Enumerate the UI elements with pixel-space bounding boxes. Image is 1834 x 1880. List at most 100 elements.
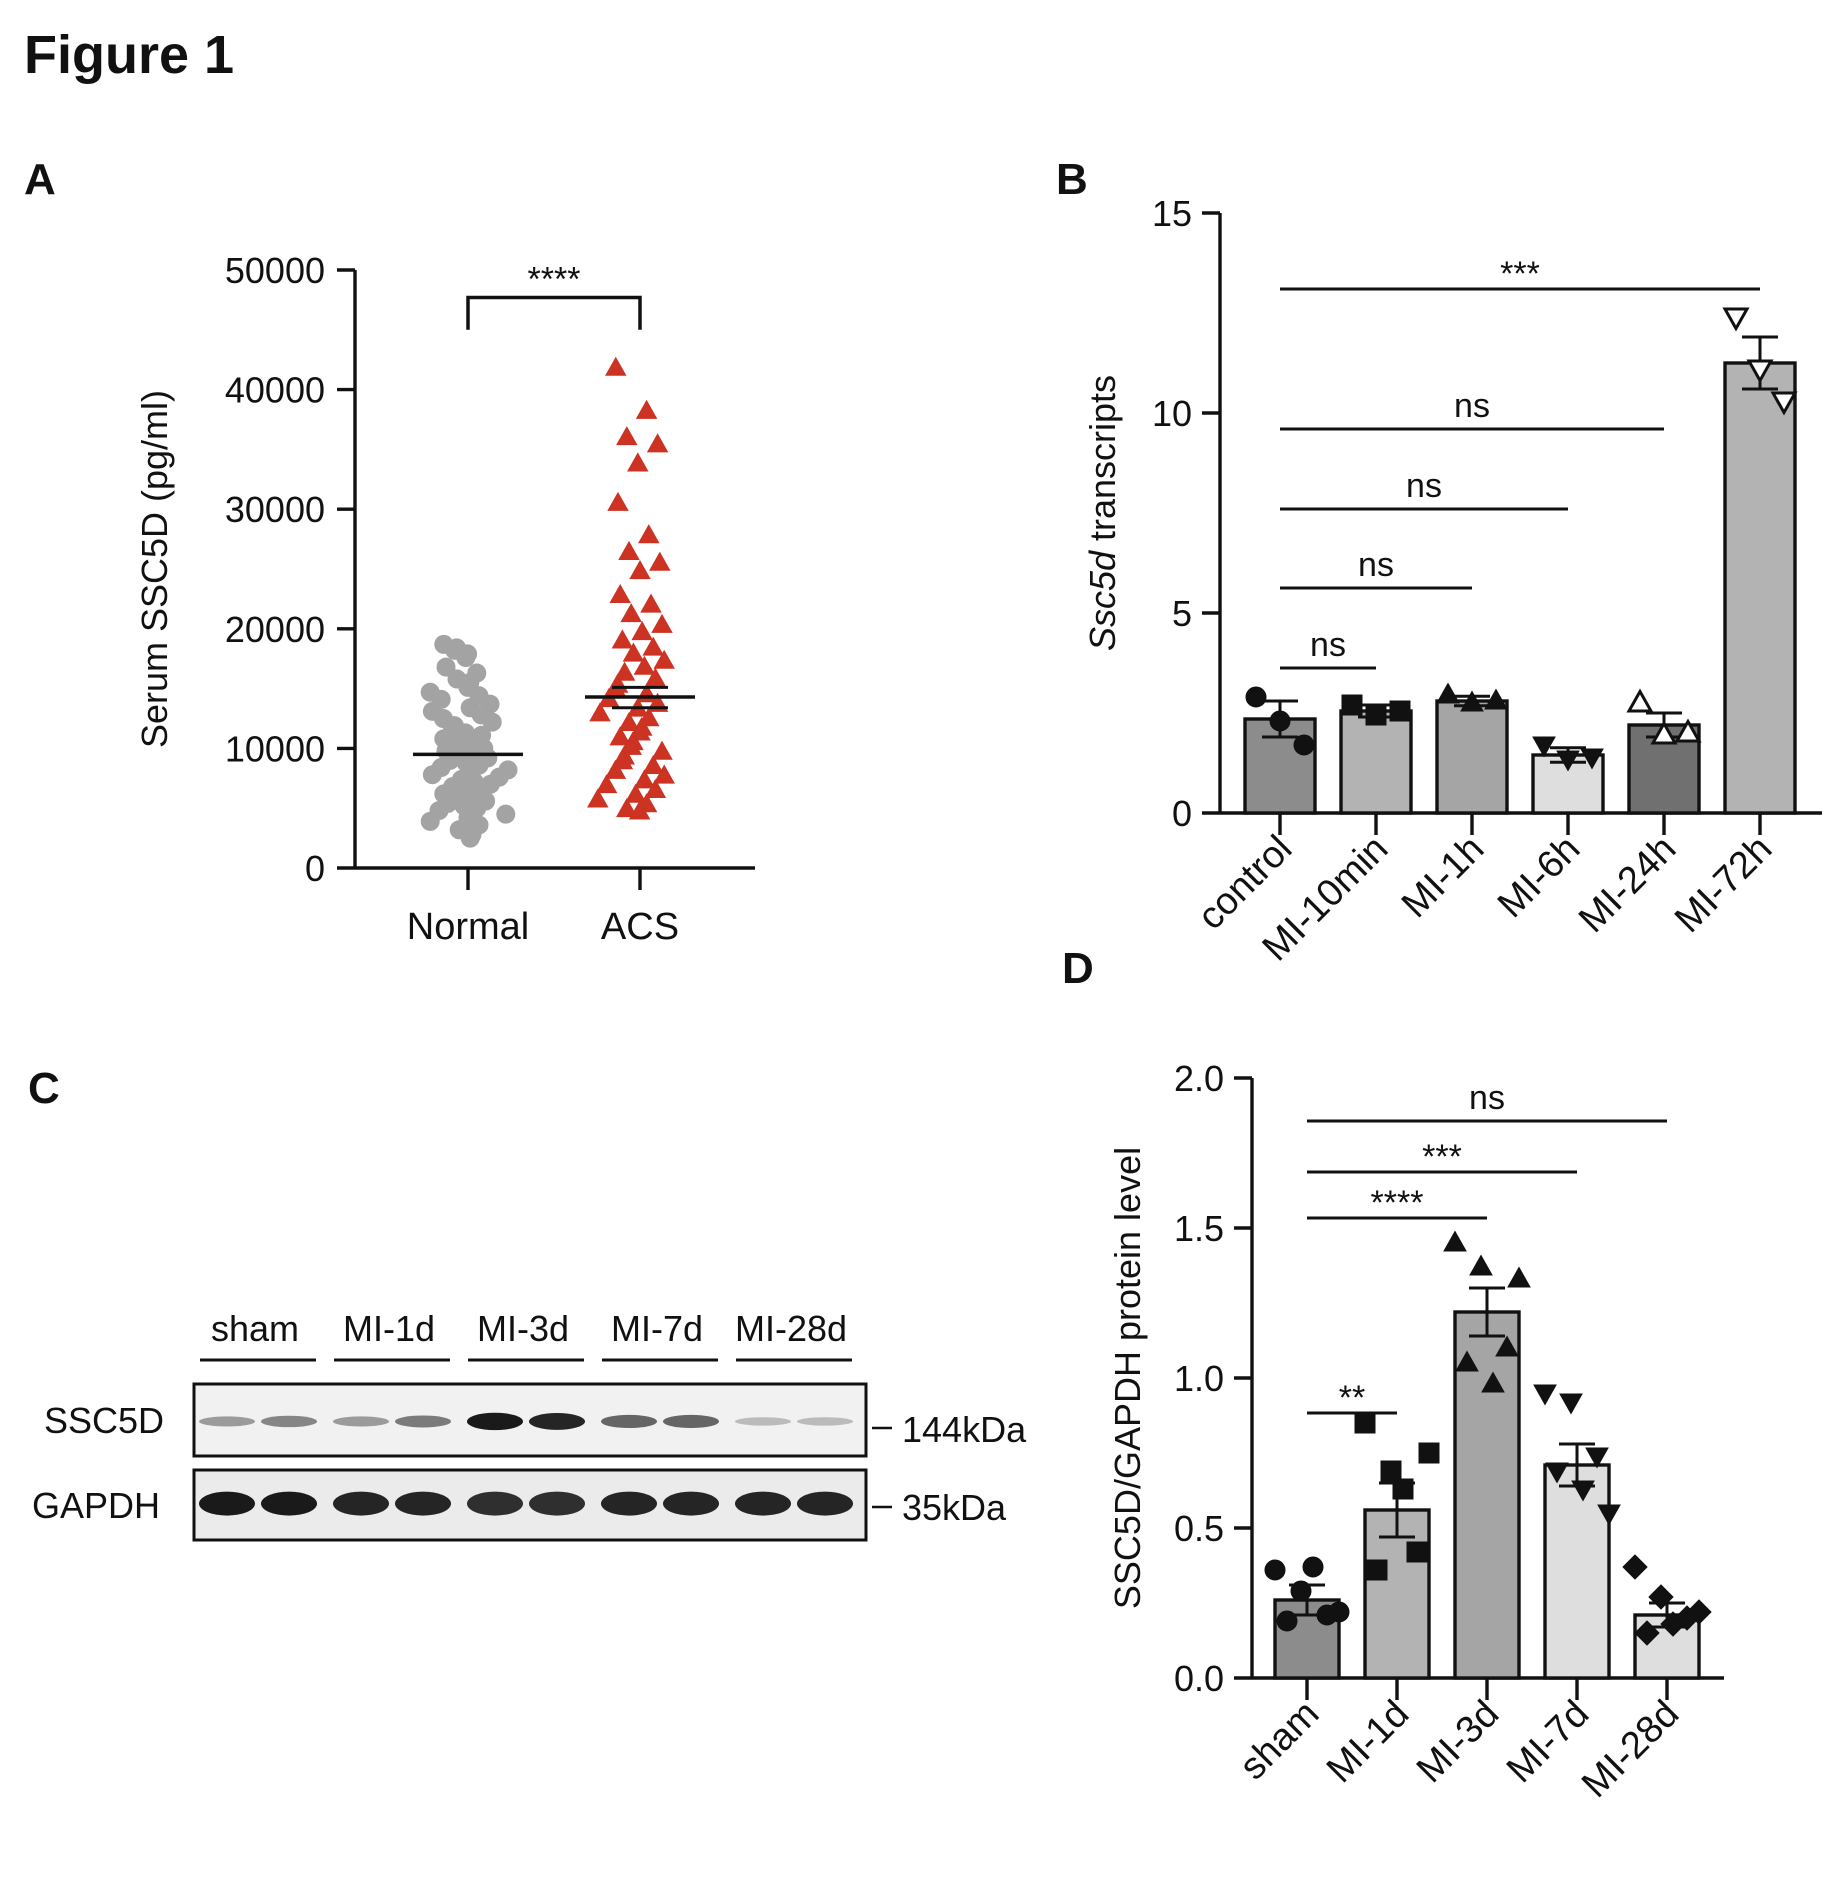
data-point xyxy=(1650,720,1678,745)
significance-label: ns xyxy=(1358,546,1394,584)
y-tick-label: 20000 xyxy=(225,609,325,650)
data-point xyxy=(1443,1230,1467,1252)
significance-label: *** xyxy=(1500,255,1540,293)
data-point xyxy=(1770,391,1798,416)
acs-data-point xyxy=(635,399,658,419)
y-axis-label: Ssc5d transcripts xyxy=(1082,375,1123,651)
x-category-label: sham xyxy=(1232,1693,1327,1788)
acs-data-point xyxy=(604,759,627,779)
data-point xyxy=(1484,688,1508,710)
data-point xyxy=(1276,1610,1298,1632)
significance-label: **** xyxy=(1371,1184,1424,1222)
significance-bracket xyxy=(466,295,642,330)
panel-letter-d: D xyxy=(1062,944,1094,993)
blot-band xyxy=(663,1414,719,1429)
data-point xyxy=(1380,1460,1402,1482)
acs-data-point xyxy=(607,491,629,511)
data-point xyxy=(1686,1599,1712,1625)
data-point xyxy=(1746,359,1774,384)
data-point xyxy=(1507,1266,1531,1288)
acs-data-point xyxy=(653,649,675,669)
data-point xyxy=(1571,1480,1595,1502)
data-point xyxy=(1436,682,1460,704)
acs-data-point xyxy=(589,702,611,722)
normal-data-point xyxy=(460,828,480,848)
data-point xyxy=(1648,1584,1674,1610)
panel-c-western-blot: sham MI-1d MI-3d MI-7d MI-28d SSC5D 144kDa GAPD… xyxy=(32,1308,1027,1542)
blot-group-label: sham xyxy=(211,1308,299,1349)
significance-label: ns xyxy=(1406,467,1442,505)
x-category-label: MI-24h xyxy=(1571,828,1684,941)
acs-data-point xyxy=(644,778,667,798)
blot-band xyxy=(735,1417,791,1426)
acs-data-point xyxy=(587,788,609,808)
panel-a-scatter-chart: 0 10000 20000 30000 40000 50000 Normal ACS Serum… xyxy=(134,250,755,948)
blot-band xyxy=(797,1491,853,1516)
data-point xyxy=(1290,1580,1312,1602)
x-category-label: MI-28d xyxy=(1574,1693,1687,1806)
data-point xyxy=(1545,1462,1569,1484)
y-axis-label-gene: Ssc5d xyxy=(1082,550,1123,651)
normal-data-point xyxy=(496,804,516,824)
data-point xyxy=(1622,1554,1648,1580)
normal-data-point xyxy=(482,712,502,732)
y-tick-label: 1.0 xyxy=(1174,1358,1224,1399)
data-point xyxy=(1392,1478,1414,1500)
acs-data-point xyxy=(633,655,656,675)
data-point xyxy=(1533,1384,1557,1406)
data-point xyxy=(1580,748,1604,770)
x-category-label: ACS xyxy=(601,906,679,948)
acs-data-point xyxy=(616,426,638,446)
acs-data-point xyxy=(633,769,656,789)
panel-letter-b: B xyxy=(1056,155,1088,204)
bar-mi-72h xyxy=(1723,361,1797,815)
bar-mi-10min xyxy=(1339,709,1413,815)
normal-data-point xyxy=(422,765,442,785)
y-tick-label: 0 xyxy=(305,848,325,889)
bar-mi-1h xyxy=(1435,699,1509,815)
blot-band xyxy=(735,1491,791,1516)
normal-data-point xyxy=(420,811,440,831)
data-point xyxy=(1245,686,1267,708)
acs-data-point xyxy=(611,629,634,649)
acs-data-point xyxy=(628,800,651,820)
blot-band xyxy=(601,1491,657,1516)
y-tick-label: 1.5 xyxy=(1174,1208,1224,1249)
data-point xyxy=(1302,1556,1324,1578)
acs-data-point xyxy=(595,774,618,794)
blot-size-label: 144kDa xyxy=(902,1409,1027,1450)
y-tick-label: 15 xyxy=(1152,193,1192,234)
acs-data-point xyxy=(618,711,640,731)
blot-group-label: MI-28d xyxy=(735,1308,847,1349)
data-point xyxy=(1559,1393,1583,1415)
significance-label: **** xyxy=(528,260,581,298)
acs-data-point xyxy=(624,783,647,803)
blot-band xyxy=(467,1491,523,1516)
acs-data-point xyxy=(631,621,653,641)
significance-label: ns xyxy=(1469,1079,1505,1117)
blot-group-label: MI-7d xyxy=(611,1308,703,1349)
acs-data-point xyxy=(649,551,671,571)
x-category-label: MI-1h xyxy=(1394,828,1492,926)
y-axis-label-rest: transcripts xyxy=(1082,375,1123,551)
y-tick-label: 40000 xyxy=(225,370,325,411)
data-point xyxy=(1660,1611,1686,1637)
blot-band xyxy=(395,1415,451,1428)
acs-data-point xyxy=(642,636,664,656)
acs-data-point xyxy=(618,540,640,560)
panel-b-bar-chart: 051015controlMI-10minMI-1hMI-6hMI-24hMI-… xyxy=(1082,193,1822,969)
blot-group-label: MI-3d xyxy=(477,1308,569,1349)
y-tick-label: 0.5 xyxy=(1174,1508,1224,1549)
acs-data-point xyxy=(622,642,645,662)
acs-data-point xyxy=(609,726,631,746)
blot-band xyxy=(333,1416,389,1427)
blot-band xyxy=(797,1417,853,1426)
y-tick-label: 50000 xyxy=(225,250,325,291)
y-tick-label: 2.0 xyxy=(1174,1058,1224,1099)
data-point xyxy=(1585,1447,1609,1469)
data-point xyxy=(1460,690,1484,712)
data-point xyxy=(1365,704,1387,726)
acs-data-point xyxy=(613,661,636,681)
data-point xyxy=(1341,694,1363,716)
y-tick-label: 10000 xyxy=(225,728,325,769)
